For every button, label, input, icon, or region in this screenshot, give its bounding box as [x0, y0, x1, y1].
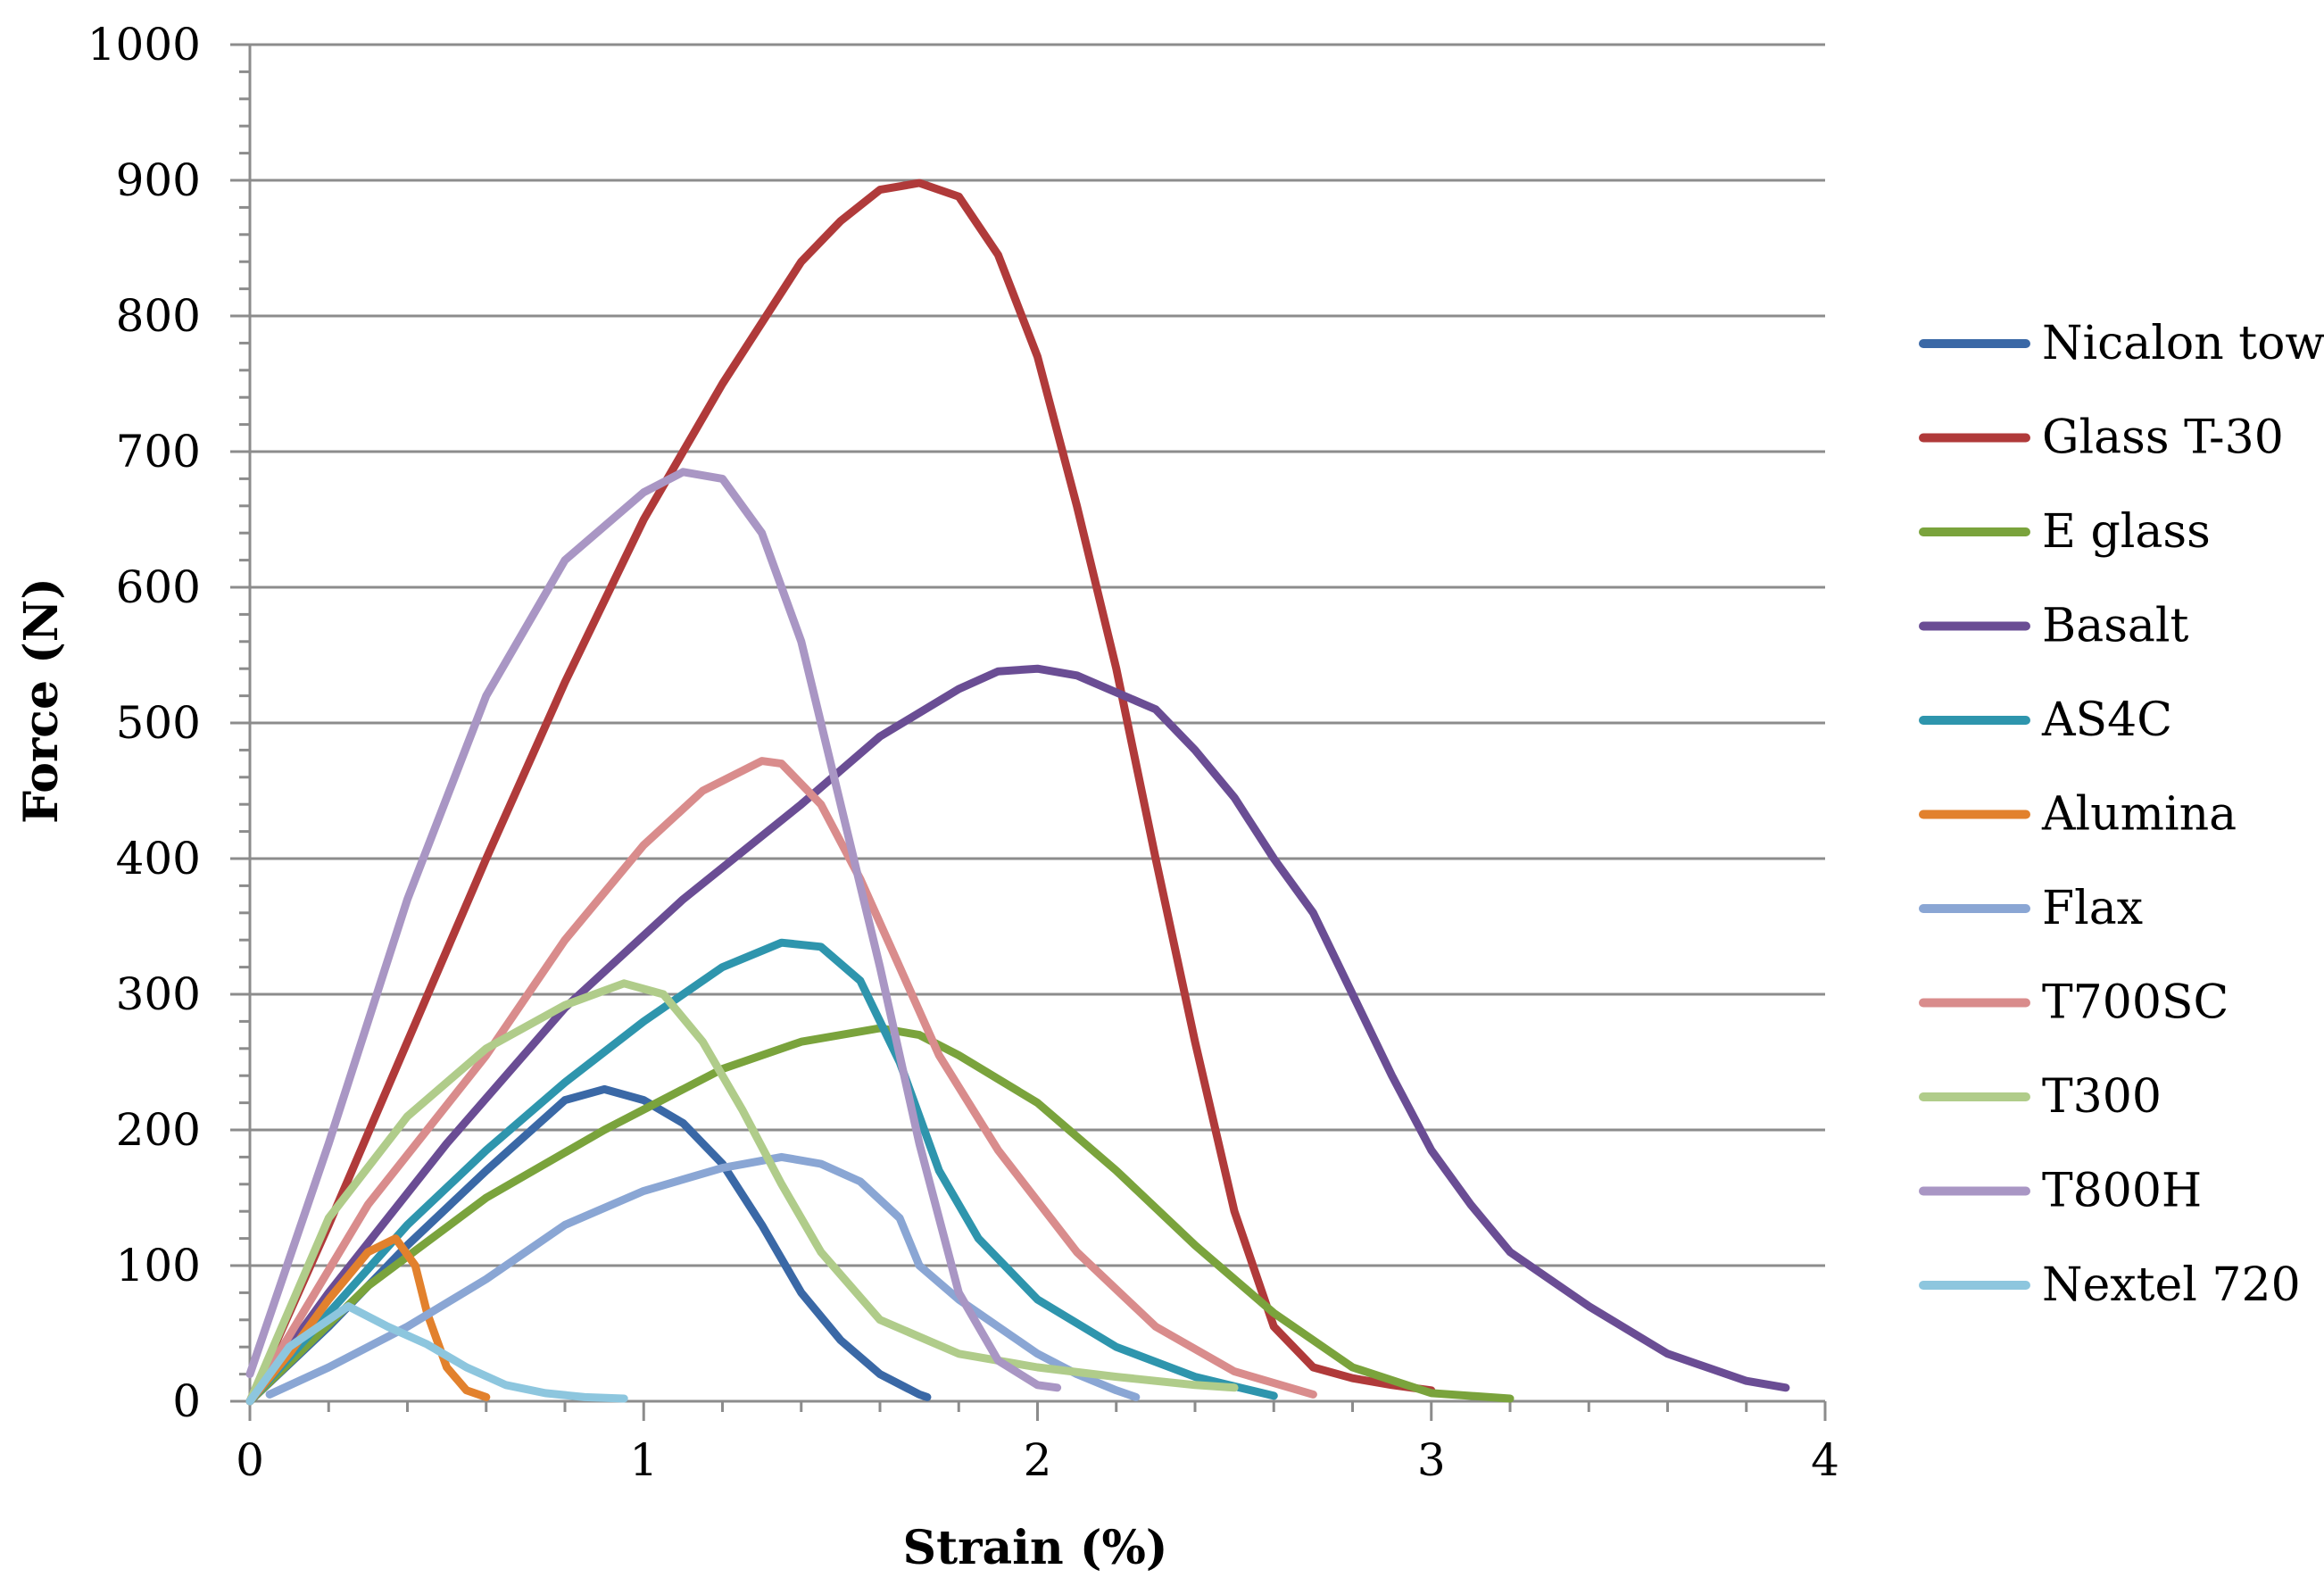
series-line-basalt [245, 664, 1790, 1406]
legend-label: Flax [2042, 882, 2143, 935]
series-line-t300 [245, 979, 1239, 1406]
legend-item: Nicalon tow [1919, 317, 2324, 370]
x-tick-label: 3 [1417, 1434, 1446, 1486]
x-tick-label: 0 [236, 1434, 264, 1486]
legend-label: T800H [2042, 1165, 2202, 1218]
y-tick-label: 500 [116, 697, 201, 749]
x-tick-label: 2 [1024, 1434, 1052, 1486]
series-line-nicalon-tow [245, 1084, 932, 1406]
y-tick-label: 0 [172, 1375, 201, 1427]
legend-label: Basalt [2042, 600, 2189, 653]
series-lines [245, 179, 1790, 1406]
legend-label: Nicalon tow [2042, 317, 2324, 370]
series-line-t800h [245, 468, 1062, 1392]
x-tick-label: 4 [1811, 1434, 1839, 1486]
series-line-nextel-720 [245, 1302, 628, 1406]
y-tick-label: 400 [116, 833, 201, 884]
legend-item: T700SC [1919, 976, 2229, 1030]
y-tick-label: 100 [116, 1240, 201, 1291]
y-tick-label: 300 [116, 968, 201, 1020]
legend-item: AS4C [1919, 693, 2172, 747]
legend-item: T800H [1919, 1165, 2202, 1218]
series-line-flax [265, 1152, 1141, 1401]
series-line-glass-t-30 [245, 179, 1436, 1406]
y-tick-label: 900 [116, 154, 201, 206]
x-axis-title: Strain (%) [903, 1521, 1168, 1575]
gridlines [250, 43, 1825, 1267]
y-tick-label: 1000 [87, 19, 201, 71]
legend-item: Nextel 720 [1919, 1258, 2301, 1312]
y-tick-label: 200 [116, 1104, 201, 1156]
legend-item: T300 [1919, 1070, 2162, 1124]
axes: 0 100 200 300 400 500 600 700 800 900 1000 0 1 2 3 4 [87, 19, 1839, 1486]
legend-item: Glass T-30 [1919, 411, 2284, 465]
series-line-e-glass [245, 1024, 1515, 1406]
legend-label: T300 [2042, 1070, 2162, 1124]
y-tick-label: 700 [116, 426, 201, 477]
legend-label: Alumina [2041, 788, 2237, 842]
series-line-t700sc [245, 757, 1317, 1406]
legend-item: Basalt [1919, 600, 2189, 653]
legend-item: Alumina [1919, 788, 2237, 842]
x-tick-label: 1 [629, 1434, 658, 1486]
legend-label: T700SC [2042, 976, 2229, 1030]
y-tick-label: 600 [116, 561, 201, 613]
legend-label: Nextel 720 [2042, 1258, 2301, 1312]
series-line-as4c [245, 938, 1278, 1406]
legend: Nicalon tow Glass T-30 E glass Basalt AS4C Al… [1919, 317, 2324, 1312]
legend-item: Flax [1919, 882, 2143, 935]
legend-label: Glass T-30 [2042, 411, 2284, 465]
y-tick-label: 800 [116, 290, 201, 342]
y-axis-title: Force (N) [14, 577, 69, 824]
legend-label: E glass [2042, 505, 2211, 559]
legend-label: AS4C [2041, 693, 2172, 747]
legend-item: E glass [1919, 505, 2211, 559]
series-line-alumina [245, 1234, 491, 1406]
